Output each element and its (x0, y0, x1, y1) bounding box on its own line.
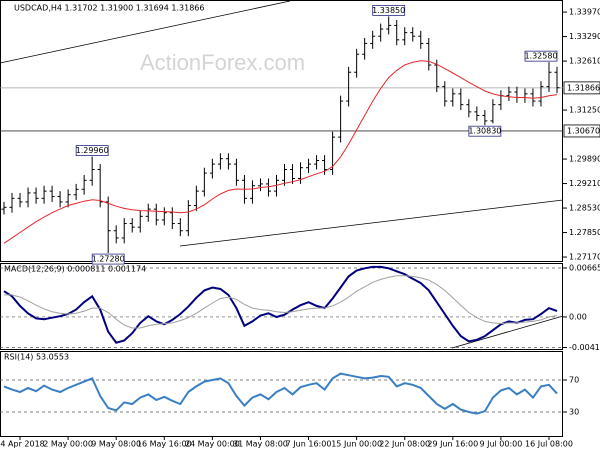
y-tick-label: 1.29890 (569, 155, 600, 164)
y-tick-label: -0.004145 (569, 343, 600, 352)
line (4, 275, 558, 329)
price-label-box (563, 81, 600, 95)
x-tick-label: 9 Jul 00:00 (479, 440, 522, 449)
annotation: 1.30830 (468, 127, 501, 136)
annotation-box (524, 50, 558, 62)
price-label: 1.30670 (567, 126, 600, 135)
y-tick-label: 1.33290 (569, 32, 600, 41)
y-tick-label: 0.006651 (569, 263, 600, 272)
x-tick-label: 2 May 00:00 (43, 440, 93, 449)
price-label: 1.31866 (567, 83, 600, 92)
y-tick-label: 1.29210 (569, 179, 600, 188)
annotation-box (468, 125, 502, 137)
y-tick-label: 70 (569, 376, 579, 385)
y-tick-label: 1.33970 (569, 8, 600, 17)
annotation: 1.32580 (524, 52, 557, 61)
annotation: 1.27280 (92, 255, 125, 264)
x-tick-label: 16 Jul 08:00 (525, 440, 573, 449)
line (3, 265, 558, 344)
panel-title: MACD(12,26,9) 0.000811 0.001174 (4, 265, 146, 274)
watermark: ActionForex.com (140, 50, 305, 75)
line (3, 60, 558, 244)
x-tick-label: 29 Jun 16:00 (427, 440, 478, 449)
x-tick-label: 7 Jun 16:00 (286, 440, 332, 449)
x-tick-label: 22 Jun 08:00 (379, 440, 430, 449)
chart-title: USDCAD,H4 1.31702 1.31900 1.31694 1.3186… (14, 4, 204, 13)
price-label-box (563, 124, 600, 138)
x-tick-label: 15 Jun 00:00 (331, 440, 382, 449)
y-tick-label: 1.27850 (569, 228, 600, 237)
line (3, 372, 558, 415)
y-tick-label: 1.28530 (569, 204, 600, 213)
annotation: 1.33850 (372, 6, 405, 15)
annotation-box (372, 5, 406, 16)
y-tick-label: 1.32610 (569, 57, 600, 66)
y-tick-label: 30 (569, 408, 579, 417)
panel-title: RSI(14) 53.0553 (4, 353, 69, 362)
trend-line (451, 315, 564, 349)
x-tick-label: 24 May 00:00 (185, 440, 240, 449)
annotation-box (91, 253, 125, 265)
channel-line (179, 199, 564, 247)
rsi-panel (0, 351, 563, 437)
x-tick-label: 24 Apr 2018 (0, 440, 45, 449)
annotation-box (75, 145, 109, 156)
x-tick-label: 9 May 08:00 (91, 440, 141, 449)
y-tick-label: 1.27170 (569, 253, 600, 262)
x-tick-label: 16 May 16:00 (137, 440, 192, 449)
annotation: 1.29960 (76, 146, 109, 155)
channel-line (0, 0, 291, 64)
x-tick-label: 31 May 08:00 (233, 440, 288, 449)
macd-panel (0, 263, 563, 350)
y-tick-label: 1.31250 (569, 106, 600, 115)
y-tick-label: 0.00 (569, 312, 587, 321)
